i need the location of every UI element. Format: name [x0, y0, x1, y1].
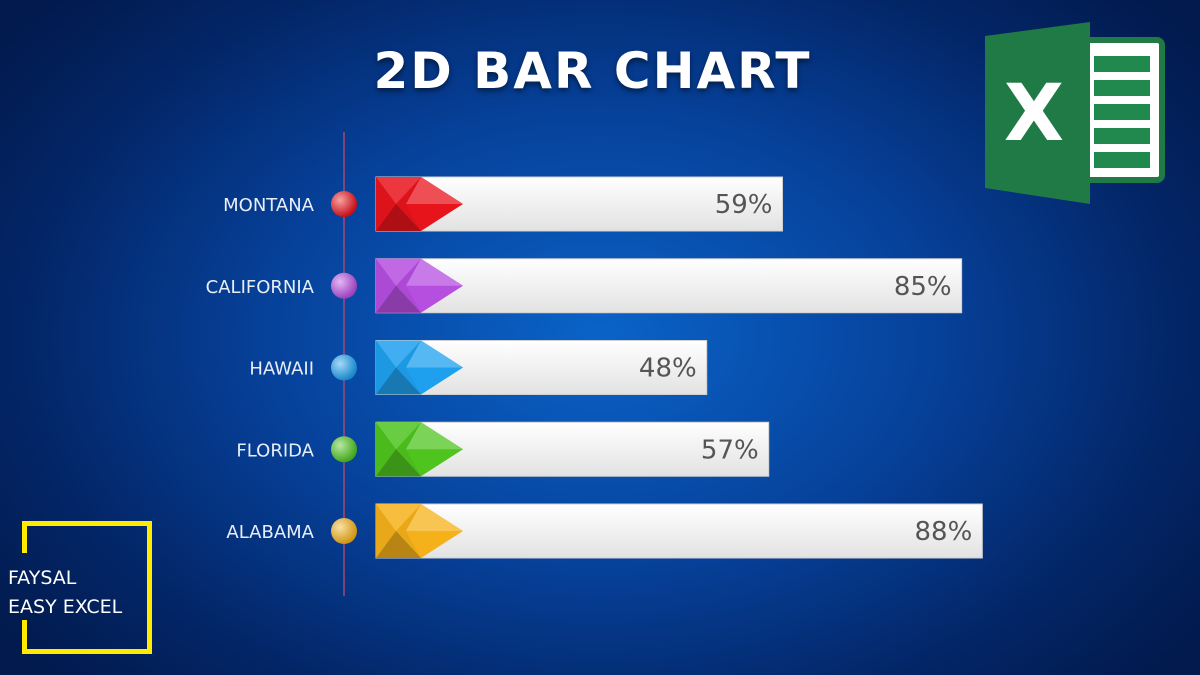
- watermark-line2: EASY EXCEL: [8, 596, 123, 618]
- bar: [375, 503, 983, 559]
- chart-title: 2D BAR CHART: [373, 42, 812, 100]
- category-marker: [331, 272, 357, 299]
- bar-pointer-facet: [406, 177, 463, 204]
- bar-color-facet: [376, 204, 421, 231]
- bar-color-facet: [376, 504, 421, 531]
- category-marker: [331, 354, 357, 381]
- watermark-frame: [22, 521, 152, 654]
- category-label: ALABAMA: [226, 522, 314, 543]
- bar-color-facet: [376, 340, 421, 368]
- category-label: CALIFORNIA: [206, 277, 315, 298]
- category-label: MONTANA: [223, 195, 315, 216]
- bar-pointer-facet: [406, 258, 463, 286]
- category-marker: [331, 191, 357, 217]
- bar-pointer-facet: [406, 340, 463, 368]
- excel-letter: X: [1004, 69, 1064, 159]
- watermark-line1: FAYSAL: [8, 567, 77, 589]
- value-label: 48%: [639, 354, 697, 384]
- category-label: FLORIDA: [236, 440, 314, 461]
- bar-color-facet: [376, 285, 421, 313]
- bar-pointer-facet: [406, 504, 463, 531]
- category-label: HAWAII: [249, 359, 314, 380]
- bar: [375, 258, 963, 314]
- value-label: 85%: [894, 272, 952, 302]
- value-label: 59%: [715, 190, 773, 220]
- excel-icon: X: [985, 22, 1165, 204]
- watermark: FAYSAL EASY EXCEL: [8, 564, 122, 622]
- bar-color-facet: [376, 367, 421, 395]
- bar-color-facet: [376, 531, 421, 558]
- category-marker: [331, 436, 357, 463]
- category-marker: [331, 518, 357, 544]
- value-label: 88%: [915, 517, 973, 547]
- bar-pointer-facet: [406, 422, 463, 450]
- bar-color-facet: [376, 177, 421, 204]
- bar-color-facet: [376, 422, 421, 450]
- value-label: 57%: [701, 435, 759, 465]
- bar-color-facet: [376, 449, 421, 477]
- bar-color-facet: [376, 258, 421, 286]
